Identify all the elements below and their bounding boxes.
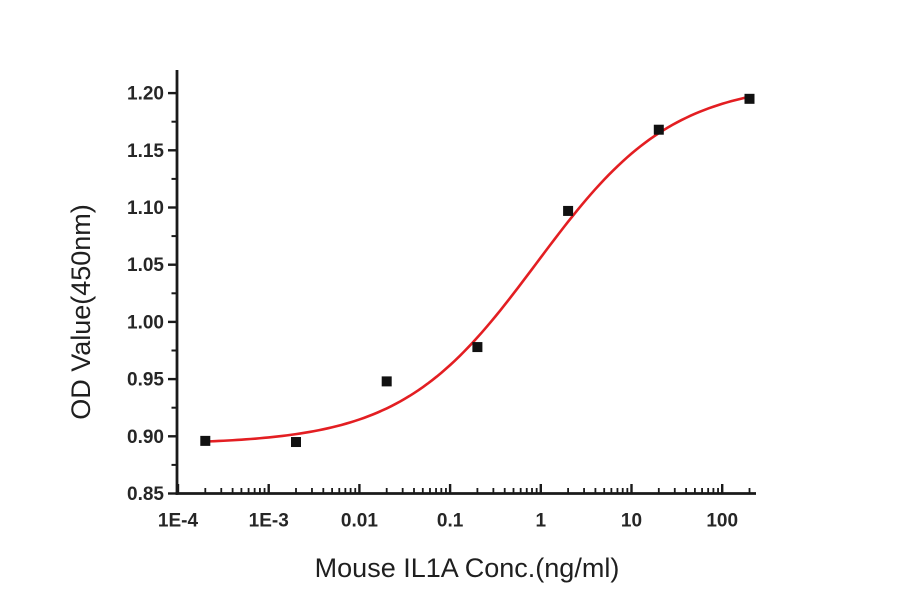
y-tick-label: 1.10 xyxy=(127,198,164,219)
x-tick-label: 0.01 xyxy=(341,511,378,532)
data-point-marker xyxy=(381,376,392,387)
x-tick-label: 10 xyxy=(621,511,642,532)
y-axis-title: OD Value(450nm) xyxy=(66,204,96,420)
fit-curve xyxy=(204,95,751,443)
x-tick-label: 1 xyxy=(536,511,547,532)
data-point-marker xyxy=(563,205,574,216)
y-tick-label: 0.90 xyxy=(127,427,164,448)
y-tick-label: 1.05 xyxy=(127,255,164,276)
data-point-marker xyxy=(472,342,483,353)
data-point-marker xyxy=(200,435,211,446)
data-point-marker xyxy=(653,124,664,135)
y-tick-label: 0.95 xyxy=(127,370,164,391)
y-tick-label: 1.15 xyxy=(127,141,164,162)
data-point-marker xyxy=(744,93,755,104)
x-tick-label: 100 xyxy=(706,511,738,532)
y-tick-label: 1.00 xyxy=(127,312,164,333)
x-axis-title: Mouse IL1A Conc.(ng/ml) xyxy=(315,553,620,583)
data-point-marker xyxy=(291,437,301,448)
x-tick-label: 0.1 xyxy=(437,511,464,532)
y-tick-label: 0.85 xyxy=(127,484,164,505)
x-tick-label: 1E-3 xyxy=(249,511,289,532)
x-tick-label: 1E-4 xyxy=(158,511,199,532)
y-tick-label: 1.20 xyxy=(127,84,164,105)
